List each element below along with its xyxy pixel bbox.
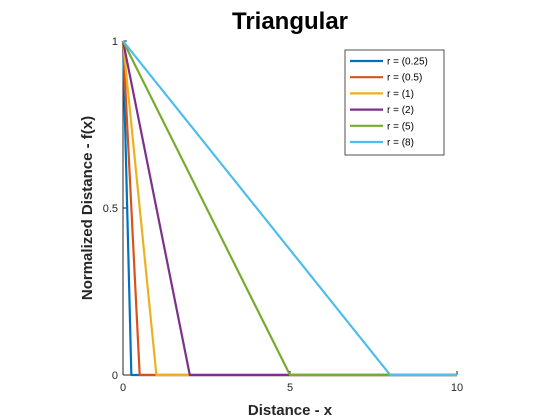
x-tick-label: 5 xyxy=(287,382,293,394)
legend-box xyxy=(344,49,445,156)
legend-label-2: r = (1) xyxy=(387,89,414,100)
series-group xyxy=(121,40,457,377)
legend-label-5: r = (8) xyxy=(387,138,414,149)
legend: r = (0.25) r = (0.5) r = (1) r = (2) r = (5)… xyxy=(344,49,445,156)
series-line-5 xyxy=(122,40,457,377)
x-axis-label: Distance - x xyxy=(248,402,333,419)
y-tick-label: 0.5 xyxy=(103,203,118,215)
legend-label-1: r = (0.5) xyxy=(387,73,422,84)
chart-title: Triangular xyxy=(232,8,348,35)
legend-label-0: r = (0.25) xyxy=(387,57,428,68)
y-axis-label: Normalized Distance - f(x) xyxy=(79,116,96,300)
x-tick-label: 10 xyxy=(451,382,463,394)
y-tick-label: 0 xyxy=(112,370,118,382)
y-tick-label: 1 xyxy=(112,36,118,48)
x-tick-label: 0 xyxy=(120,382,126,394)
legend-label-4: r = (5) xyxy=(387,121,414,132)
legend-label-3: r = (2) xyxy=(387,105,414,116)
